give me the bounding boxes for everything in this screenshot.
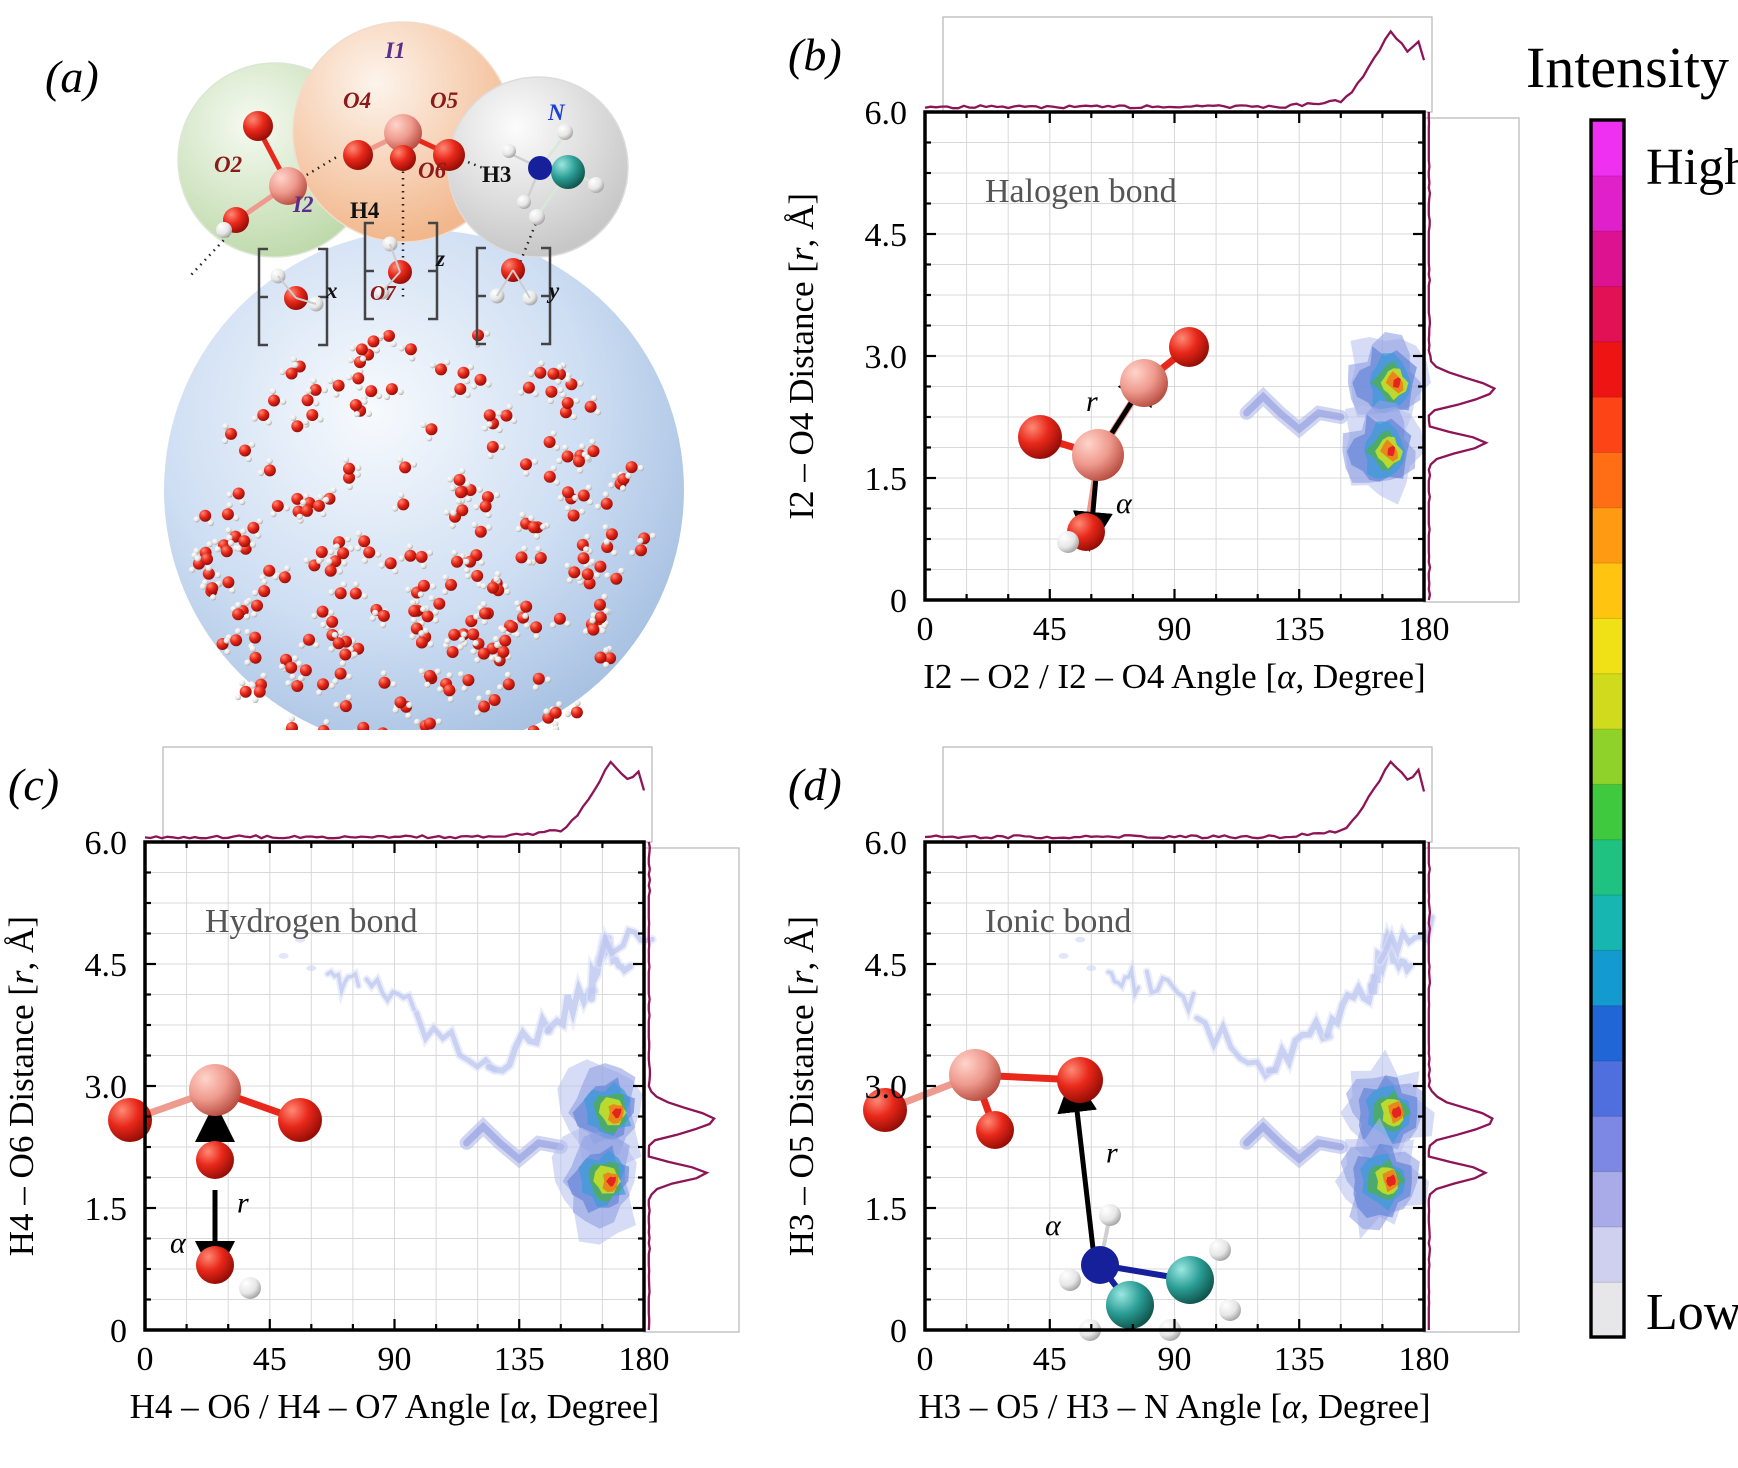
svg-text:0: 0 — [110, 1313, 127, 1350]
svg-text:3.0: 3.0 — [85, 1069, 128, 1106]
svg-text:I1: I1 — [384, 38, 405, 63]
svg-text:6.0: 6.0 — [85, 825, 128, 862]
svg-text:High: High — [1646, 139, 1738, 196]
svg-text:180: 180 — [619, 1341, 670, 1378]
svg-text:O5: O5 — [430, 88, 458, 113]
svg-text:0: 0 — [917, 611, 934, 648]
svg-text:z: z — [435, 246, 445, 271]
svg-text:H3 – O5 / H3 – N Angle [α, Deg: H3 – O5 / H3 – N Angle [α, Degree] — [918, 1387, 1430, 1426]
svg-text:3.0: 3.0 — [865, 1069, 908, 1106]
svg-text:H4: H4 — [350, 198, 380, 223]
svg-text:O2: O2 — [214, 152, 242, 177]
svg-text:1.5: 1.5 — [865, 461, 908, 498]
svg-text:135: 135 — [1274, 611, 1325, 648]
svg-text:180: 180 — [1399, 611, 1450, 648]
svg-text:90: 90 — [1158, 1341, 1192, 1378]
svg-text:Intensity: Intensity — [1526, 35, 1729, 100]
svg-text:x: x — [325, 278, 338, 303]
svg-text:1.5: 1.5 — [865, 1191, 908, 1228]
svg-text:4.5: 4.5 — [865, 947, 908, 984]
svg-text:90: 90 — [1158, 611, 1192, 648]
svg-text:α: α — [170, 1227, 187, 1260]
svg-text:r: r — [1106, 1137, 1118, 1170]
svg-text:90: 90 — [378, 1341, 412, 1378]
svg-text:r: r — [1086, 385, 1098, 418]
svg-text:4.5: 4.5 — [865, 217, 908, 254]
svg-text:(c): (c) — [8, 759, 59, 810]
svg-text:r: r — [237, 1187, 249, 1220]
svg-text:y: y — [546, 278, 560, 303]
svg-text:I2: I2 — [292, 192, 313, 217]
svg-text:Hydrogen bond: Hydrogen bond — [205, 903, 417, 940]
svg-text:O4: O4 — [343, 88, 371, 113]
svg-text:135: 135 — [494, 1341, 545, 1378]
svg-text:Low: Low — [1646, 1284, 1738, 1341]
svg-text:α: α — [1116, 487, 1133, 520]
svg-text:0: 0 — [137, 1341, 154, 1378]
svg-text:0: 0 — [890, 583, 907, 620]
svg-text:4.5: 4.5 — [85, 947, 128, 984]
svg-text:45: 45 — [1033, 1341, 1067, 1378]
svg-text:N: N — [547, 100, 566, 125]
svg-text:1.5: 1.5 — [85, 1191, 128, 1228]
svg-text:0: 0 — [917, 1341, 934, 1378]
svg-text:O6: O6 — [418, 158, 447, 183]
svg-text:Halogen bond: Halogen bond — [985, 173, 1177, 210]
svg-text:α: α — [1045, 1209, 1062, 1242]
svg-text:6.0: 6.0 — [865, 825, 908, 862]
svg-text:H4 – O6 / H4 – O7 Angle [α, De: H4 – O6 / H4 – O7 Angle [α, Degree] — [130, 1387, 660, 1426]
svg-text:O7: O7 — [370, 281, 397, 305]
svg-text:45: 45 — [253, 1341, 287, 1378]
svg-text:3.0: 3.0 — [865, 339, 908, 376]
svg-text:0: 0 — [890, 1313, 907, 1350]
svg-text:6.0: 6.0 — [865, 95, 908, 132]
svg-text:I2 – O2 / I2 – O4 Angle [α, De: I2 – O2 / I2 – O4 Angle [α, Degree] — [923, 657, 1425, 696]
svg-text:(b): (b) — [788, 29, 842, 80]
svg-text:Ionic bond: Ionic bond — [985, 903, 1131, 940]
svg-text:180: 180 — [1399, 1341, 1450, 1378]
svg-text:(d): (d) — [788, 759, 842, 810]
svg-text:135: 135 — [1274, 1341, 1325, 1378]
svg-text:45: 45 — [1033, 611, 1067, 648]
svg-text:H3: H3 — [482, 162, 511, 187]
